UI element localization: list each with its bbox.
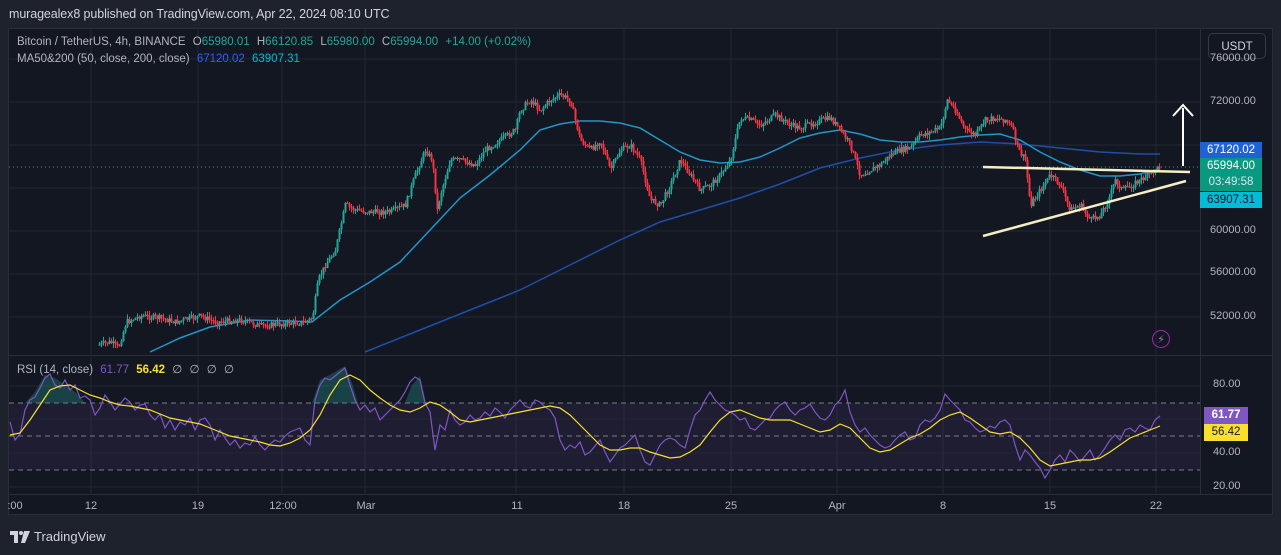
time-tick: 12:00 — [269, 500, 297, 512]
rsi-value-tag: 61.77 — [1204, 407, 1248, 424]
candles — [98, 88, 1161, 349]
rsi-legend[interactable]: RSI (14, close) 61.77 56.42 ∅ ∅ ∅ ∅ — [17, 364, 234, 376]
time-tick: 11 — [511, 500, 523, 512]
price-tick: 76000.00 — [1210, 52, 1256, 64]
time-tick: 8 — [939, 500, 947, 512]
rsi-ma-value-tag: 56.42 — [1204, 424, 1248, 441]
lightning-icon[interactable]: ⚡ — [1152, 330, 1170, 348]
rsi-tick: 80.00 — [1213, 378, 1241, 390]
open-value: 65980.01 — [201, 36, 250, 48]
low-value: 65980.00 — [326, 36, 375, 48]
time-tick: Apr — [828, 500, 846, 512]
rsi-overbought-fill — [25, 375, 85, 403]
ma50-value: 67120.02 — [196, 53, 245, 65]
rsi-pane[interactable] — [9, 356, 1200, 494]
ma-legend[interactable]: MA50&200 (50, close, 200, close) 67120.0… — [17, 53, 300, 65]
ma50-price-tag: 67120.02 — [1200, 142, 1262, 158]
ma200-price-tag: 63907.31 — [1200, 192, 1262, 208]
time-tick: 18 — [617, 500, 631, 512]
rsi-tick: 40.00 — [1213, 446, 1241, 458]
resistance-trendline[interactable] — [982, 165, 1191, 174]
price-pane[interactable] — [9, 29, 1200, 355]
time-tick: 19 — [191, 500, 205, 512]
support-trendline[interactable] — [982, 179, 1187, 238]
rsi-overbought-fill — [312, 366, 358, 403]
rsi-levels — [9, 402, 1200, 471]
price-grid — [9, 29, 1200, 494]
tradingview-logo-icon — [10, 530, 30, 543]
high-value: 66120.85 — [265, 36, 314, 48]
rsi-grid — [9, 385, 1200, 488]
rsi-ma-line[interactable] — [9, 374, 1161, 467]
close-value: 65994.00 — [390, 36, 439, 48]
ma50-line — [149, 120, 1161, 353]
price-tick: 60000.00 — [1210, 224, 1256, 236]
symbol-title: Bitcoin / TetherUS, 4h, BINANCE — [17, 36, 186, 48]
publish-attribution: muragealex8 published on TradingView.com… — [9, 7, 390, 21]
brand-name: TradingView — [34, 529, 106, 544]
rsi-tick: 20.00 — [1213, 480, 1241, 492]
up-arrow-head — [1172, 103, 1194, 117]
ma200-value: 63907.31 — [251, 53, 300, 65]
time-tick: Mar — [356, 500, 376, 512]
price-tick: 56000.00 — [1210, 266, 1256, 278]
rsi-ma-value: 56.42 — [136, 364, 166, 376]
price-tick: 52000.00 — [1210, 310, 1256, 322]
time-tick: 15 — [1043, 500, 1057, 512]
symbol-legend[interactable]: Bitcoin / TetherUS, 4h, BINANCE O65980.0… — [17, 36, 532, 48]
bar-countdown-tag: 03:49:58 — [1200, 175, 1262, 191]
time-tick: 22 — [1149, 500, 1163, 512]
price-tick: 72000.00 — [1210, 95, 1256, 107]
time-tick: 12 — [84, 500, 98, 512]
time-tick: 25 — [724, 500, 738, 512]
ma-title: MA50&200 (50, close, 200, close) — [17, 53, 190, 65]
rsi-title: RSI (14, close) — [17, 364, 94, 376]
last-price-tag: 65994.00 — [1200, 158, 1262, 175]
tradingview-logo[interactable]: TradingView — [10, 529, 106, 544]
ma200-line — [364, 141, 1160, 353]
rsi-value: 61.77 — [100, 364, 130, 376]
change-value: +14.00 (+0.02%) — [445, 36, 532, 48]
rsi-line[interactable] — [9, 366, 1161, 480]
currency-button[interactable]: USDT — [1208, 33, 1266, 59]
time-tick: :00 — [7, 500, 23, 512]
